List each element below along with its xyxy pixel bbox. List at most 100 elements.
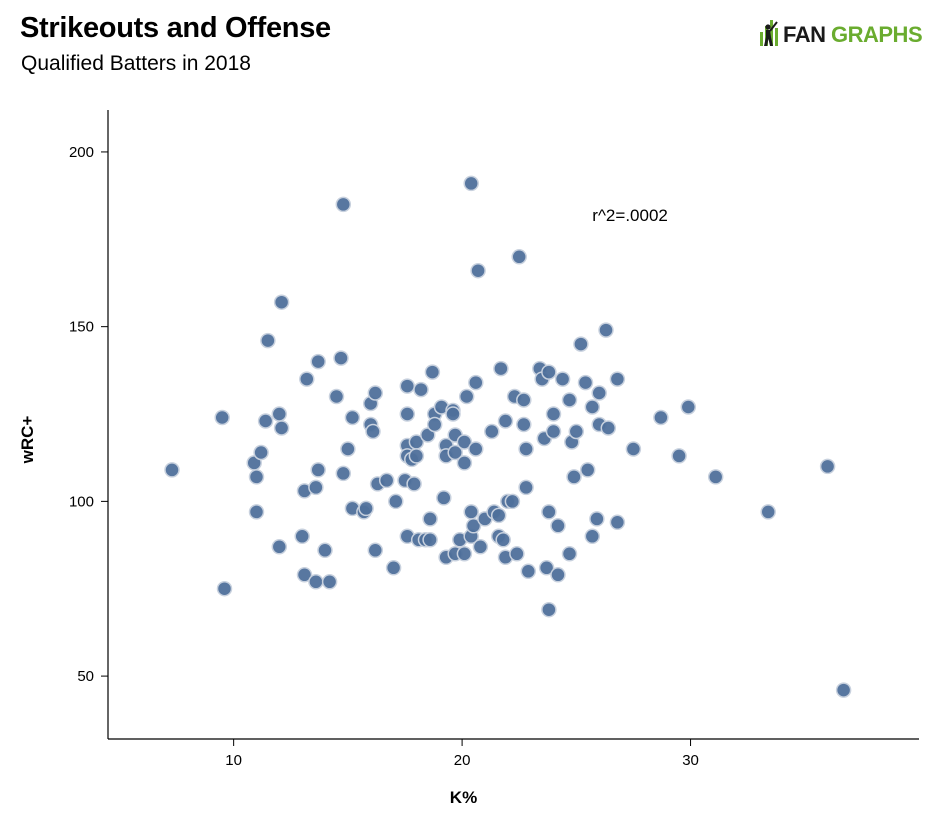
x-tick-label: 30 <box>682 752 699 769</box>
data-point <box>388 493 404 510</box>
data-point <box>538 560 555 576</box>
data-point <box>260 332 276 349</box>
data-point <box>625 441 642 457</box>
data-point <box>550 567 566 583</box>
data-point <box>406 476 422 492</box>
data-point <box>253 444 269 461</box>
data-point <box>333 350 349 366</box>
data-point <box>680 399 697 415</box>
data-point <box>566 469 582 485</box>
data-point <box>321 574 338 590</box>
data-point <box>573 336 589 352</box>
data-point <box>436 490 452 506</box>
data-point <box>671 448 687 464</box>
data-point <box>447 444 463 461</box>
data-point <box>344 409 361 426</box>
y-tick-label: 100 <box>69 493 94 510</box>
data-point <box>273 294 290 310</box>
data-point <box>358 500 374 517</box>
data-point <box>458 388 475 405</box>
data-point <box>609 514 626 531</box>
data-point <box>518 479 534 496</box>
data-point <box>561 546 578 562</box>
data-point <box>511 249 527 265</box>
data-point <box>653 409 669 426</box>
data-point <box>465 518 482 534</box>
data-point <box>456 546 473 562</box>
data-point <box>541 364 557 380</box>
data-point <box>365 423 381 440</box>
data-point <box>598 322 614 338</box>
data-point <box>248 469 265 485</box>
data-point <box>497 413 514 429</box>
chart-title: Strikeouts and Offense <box>20 12 331 44</box>
data-point <box>422 532 438 548</box>
data-point <box>335 465 352 482</box>
data-point <box>413 381 429 398</box>
data-point <box>835 682 852 698</box>
data-point <box>426 416 443 433</box>
chart-subtitle: Qualified Batters in 2018 <box>21 52 251 75</box>
data-point <box>367 542 384 559</box>
data-point <box>456 455 473 471</box>
data-point <box>470 262 486 279</box>
fangraphs-batter-icon <box>760 20 778 46</box>
data-point <box>310 353 326 370</box>
r-squared-annotation: r^2=.0002 <box>592 206 668 225</box>
data-point <box>308 574 324 590</box>
data-point <box>568 423 585 440</box>
data-point <box>468 441 484 457</box>
data-point <box>308 479 324 496</box>
data-point <box>216 580 233 597</box>
data-point <box>335 196 352 213</box>
data-point <box>584 528 601 545</box>
data-point <box>468 374 484 391</box>
data-point <box>760 504 776 520</box>
data-point <box>385 560 402 576</box>
data-point <box>408 448 425 464</box>
data-point <box>504 493 521 510</box>
data-point <box>257 413 274 429</box>
data-point <box>516 392 532 408</box>
data-point <box>399 378 416 394</box>
logo-text-graphs: GRAPHS <box>831 22 922 47</box>
data-point <box>299 371 315 387</box>
logo-text-fan: FAN <box>783 22 826 47</box>
data-point <box>490 507 507 524</box>
data-point <box>164 462 180 478</box>
data-point <box>472 539 489 555</box>
data-point <box>310 462 326 478</box>
data-point <box>495 532 511 548</box>
y-tick-label: 150 <box>69 319 94 336</box>
data-point <box>579 462 596 478</box>
data-point <box>317 542 333 559</box>
data-point <box>541 504 557 520</box>
data-point <box>424 364 441 380</box>
x-tick-label: 20 <box>454 752 471 769</box>
data-point <box>554 371 571 387</box>
data-point <box>328 388 345 405</box>
data-point <box>591 385 607 401</box>
data-point <box>484 423 500 440</box>
data-point <box>294 528 310 545</box>
data-point <box>273 420 290 436</box>
data-point <box>422 511 438 527</box>
data-point <box>589 511 605 527</box>
y-axis-label: wRC+ <box>18 416 37 465</box>
chart-points <box>164 175 852 698</box>
data-point <box>399 406 416 422</box>
data-point <box>445 406 461 422</box>
data-point <box>271 539 288 555</box>
data-point <box>296 567 313 583</box>
data-point <box>456 434 473 450</box>
x-tick-label: 10 <box>225 752 242 769</box>
data-point <box>463 504 479 520</box>
data-point <box>600 420 617 436</box>
data-point <box>367 385 384 401</box>
data-point <box>707 469 724 485</box>
data-point <box>271 406 288 422</box>
data-point <box>378 472 395 489</box>
chart-axes: 50 100 150 200 10 20 30 <box>69 110 919 769</box>
data-point <box>493 360 509 377</box>
